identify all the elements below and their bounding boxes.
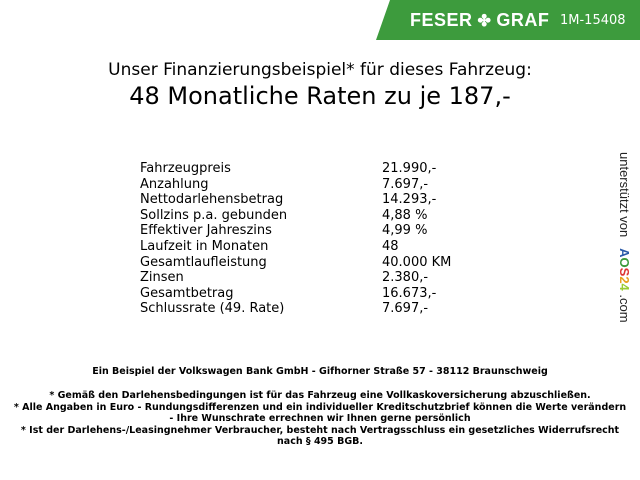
- table-row: Fahrzeugpreis 21.990,-: [140, 161, 451, 177]
- row-label: Laufzeit in Monaten: [140, 238, 269, 254]
- footnote-1: * Gemäß den Darlehensbedingungen ist für…: [49, 390, 591, 401]
- row-label: Anzahlung: [140, 176, 209, 192]
- supported-by-text: unterstützt von: [617, 152, 632, 238]
- table-row: Nettodarlehensbetrag 14.293,-: [140, 192, 451, 208]
- row-label: Fahrzeugpreis: [140, 161, 231, 176]
- footnote-3a: * Ist der Darlehens-/Leasingnehmer Verbr…: [20, 425, 620, 436]
- header-banner: [376, 0, 640, 40]
- table-row: Gesamtbetrag 16.673,-: [140, 286, 451, 302]
- row-value: 21.990,-: [382, 161, 437, 176]
- row-label: Gesamtlaufleistung: [140, 254, 267, 270]
- table-row: Gesamtlaufleistung 40.000 KM: [140, 255, 451, 271]
- vehicle-id: 1M-15408: [560, 13, 626, 28]
- page-title: Unser Finanzierungsbeispiel* für dieses …: [108, 60, 532, 80]
- footnote-3b: nach § 495 BGB.: [277, 436, 363, 447]
- row-label: Zinsen: [140, 270, 184, 286]
- row-value: 14.293,-: [382, 192, 437, 208]
- footnote-2a: * Alle Angaben in Euro - Rundungsdiffere…: [13, 402, 627, 413]
- bank-info: Ein Beispiel der Volkswagen Bank GmbH - …: [92, 366, 548, 377]
- supported-by: unterstützt von AOS24 .com: [616, 152, 632, 332]
- row-label: Schlussrate (49. Rate): [140, 301, 285, 317]
- row-value: 4,99 %: [382, 223, 428, 239]
- clover-icon: ✤: [477, 12, 492, 30]
- row-value: 48: [382, 238, 399, 254]
- aos24-suffix: .com: [617, 294, 632, 323]
- row-label: Effektiver Jahreszins: [140, 223, 272, 239]
- table-row: Effektiver Jahreszins 4,99 %: [140, 223, 451, 239]
- row-value: 7.697,-: [382, 176, 429, 192]
- monthly-rate-headline: 48 Monatliche Raten zu je 187,-: [129, 82, 511, 110]
- table-row: Laufzeit in Monaten 48: [140, 239, 451, 255]
- brand-name-right: GRAF: [496, 10, 550, 30]
- footnote-2b: - Ihre Wunschrate errechnen wir Ihnen ge…: [169, 413, 471, 424]
- row-value: 4,88 %: [382, 207, 428, 223]
- row-value: 16.673,-: [382, 285, 437, 301]
- table-row: Schlussrate (49. Rate) 7.697,-: [140, 301, 451, 317]
- row-label: Sollzins p.a. gebunden: [140, 207, 288, 223]
- table-row: Anzahlung 7.697,-: [140, 177, 451, 193]
- table-row: Sollzins p.a. gebunden 4,88 %: [140, 208, 451, 224]
- brand-logo: FESER ✤ GRAF: [410, 10, 549, 31]
- row-value: 2.380,-: [382, 270, 429, 286]
- aos24-logo: AOS24: [617, 248, 632, 291]
- row-label: Nettodarlehensbetrag: [140, 192, 284, 208]
- row-label: Gesamtbetrag: [140, 285, 234, 301]
- row-value: 7.697,-: [382, 301, 429, 317]
- row-value: 40.000 KM: [382, 254, 452, 270]
- table-row: Zinsen 2.380,-: [140, 270, 451, 286]
- finance-table: Fahrzeugpreis 21.990,- Anzahlung 7.697,- Net…: [140, 161, 451, 317]
- brand-name-left: FESER: [410, 10, 473, 30]
